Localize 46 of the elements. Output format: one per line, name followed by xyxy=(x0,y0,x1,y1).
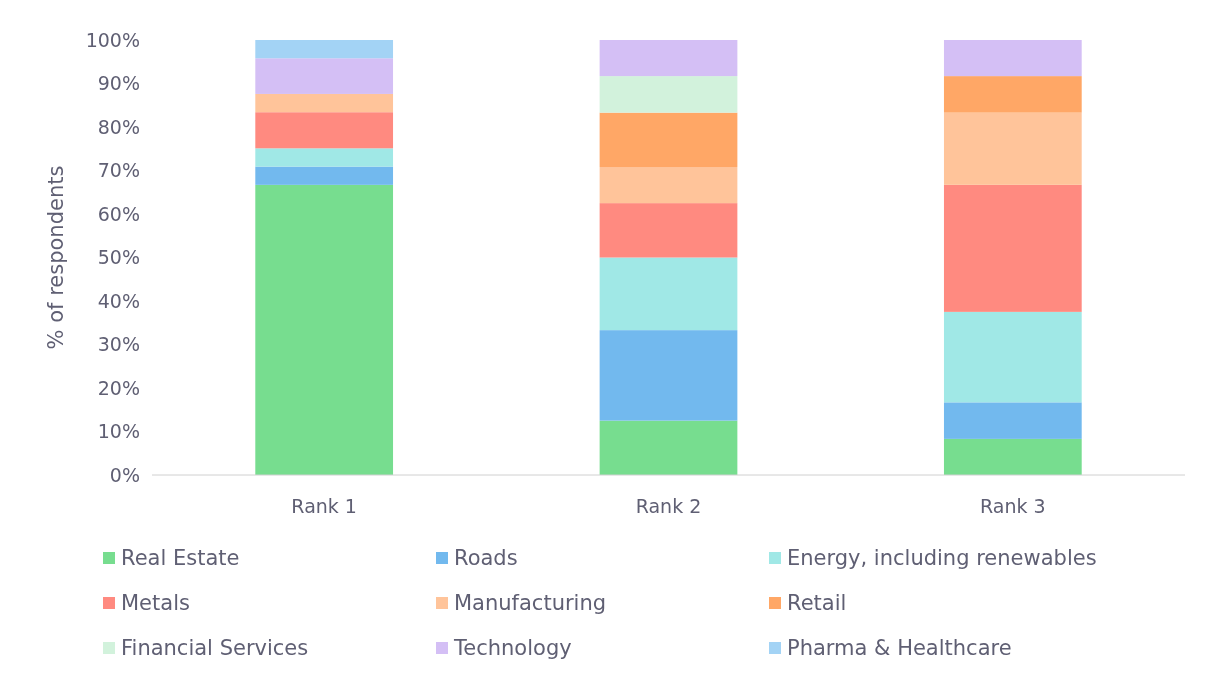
y-tick-label: 40% xyxy=(97,289,140,312)
bar xyxy=(255,58,394,94)
bar xyxy=(599,112,738,168)
y-tick-label: 100% xyxy=(85,28,140,51)
y-tick-label: 90% xyxy=(97,72,140,95)
bar xyxy=(255,93,394,113)
bar xyxy=(943,112,1082,185)
x-tick-label: Rank 3 xyxy=(980,495,1046,517)
bar xyxy=(255,148,394,167)
bar xyxy=(255,166,394,185)
legend-label: Retail xyxy=(787,591,847,616)
y-axis-title: % of respondents xyxy=(44,165,68,350)
legend-label: Technology xyxy=(453,636,572,661)
x-tick-label: Rank 1 xyxy=(291,495,357,517)
y-tick-label: 30% xyxy=(97,333,140,356)
bar xyxy=(943,40,1082,77)
bar xyxy=(255,40,394,59)
legend-label: Energy, including renewables xyxy=(787,546,1097,571)
bar xyxy=(599,257,738,331)
y-tick-label: 70% xyxy=(97,159,140,182)
bar xyxy=(599,203,738,258)
legend-label: Financial Services xyxy=(121,636,309,661)
x-tick-label: Rank 2 xyxy=(635,495,702,517)
bar xyxy=(599,40,738,77)
legend-label: Pharma & Healthcare xyxy=(787,636,1012,661)
bar xyxy=(943,402,1082,439)
bar xyxy=(255,184,394,475)
bar xyxy=(599,167,738,204)
y-tick-label: 0% xyxy=(109,463,140,486)
legend-label: Metals xyxy=(121,591,190,616)
y-tick-label: 20% xyxy=(97,376,140,399)
y-tick-label: 60% xyxy=(97,202,140,225)
bar xyxy=(599,330,738,421)
y-tick-label: 10% xyxy=(97,420,140,443)
legend-label: Manufacturing xyxy=(454,591,607,616)
y-tick-label: 80% xyxy=(97,115,140,138)
bar xyxy=(599,76,738,113)
bar xyxy=(943,311,1082,403)
y-tick-label: 50% xyxy=(97,246,140,269)
legend-label: Real Estate xyxy=(121,546,240,571)
bar xyxy=(943,184,1082,312)
bar xyxy=(599,420,738,475)
bar xyxy=(943,76,1082,113)
legend-label: Roads xyxy=(454,546,518,571)
bar xyxy=(255,112,394,149)
bar xyxy=(943,438,1082,475)
